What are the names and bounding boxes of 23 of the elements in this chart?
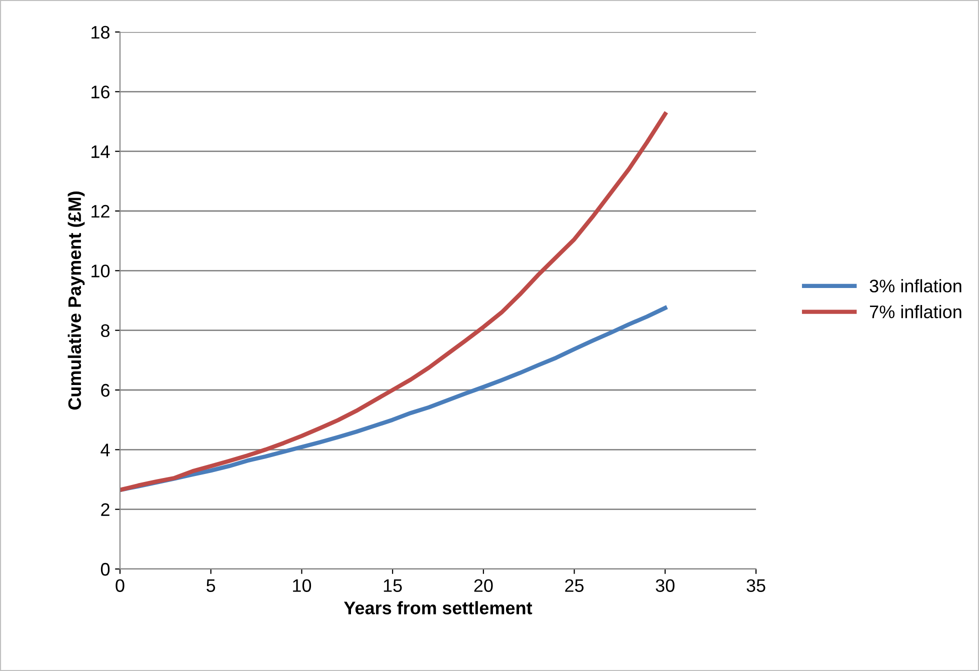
x-tick-label: 5 (206, 579, 216, 592)
y-tick-label: 18 (92, 26, 110, 39)
line-series (120, 112, 668, 492)
x-tick-label: 10 (293, 579, 312, 592)
x-tick-label: 15 (384, 579, 402, 592)
y-tick-label: 14 (92, 145, 110, 158)
y-tick-label: 6 (101, 384, 110, 397)
y-tick-label: 12 (92, 204, 110, 218)
x-axis-title: Years from settlement (344, 601, 532, 614)
x-tick-label: 25 (565, 579, 584, 592)
x-tick-label: 35 (746, 579, 766, 592)
x-tick-label: 0 (116, 579, 124, 592)
y-tick-label: 0 (100, 562, 110, 576)
legend-label: 7% inflation (870, 305, 962, 318)
y-tick-label: 8 (101, 324, 110, 338)
x-tick-label: 20 (474, 579, 493, 592)
y-axis-title: Cumulative Payment (£M) (68, 192, 85, 410)
x-tick-label: 30 (656, 579, 674, 592)
legend-label: 3% inflation (870, 279, 962, 292)
y-tick-label: 16 (92, 86, 110, 98)
y-tick-label: 2 (101, 503, 110, 516)
y-tick-label: 4 (100, 444, 110, 456)
y-tick-label: 10 (92, 264, 110, 278)
